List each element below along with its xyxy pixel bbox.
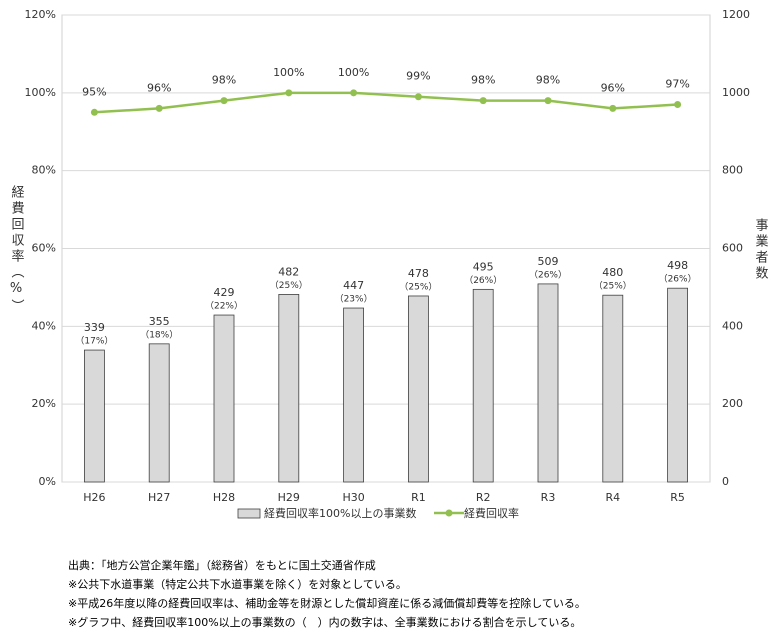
y-tick-label: 100% bbox=[25, 86, 56, 99]
x-tick-label: H30 bbox=[342, 491, 364, 504]
y2-tick-label: 1200 bbox=[722, 8, 750, 21]
x-tick-label: H27 bbox=[148, 491, 170, 504]
x-tick-label: H26 bbox=[83, 491, 105, 504]
legend-swatch bbox=[445, 509, 453, 517]
bar bbox=[213, 314, 235, 483]
x-tick-label: R4 bbox=[605, 491, 620, 504]
line-value-label: 100% bbox=[273, 66, 304, 79]
legend-label: 経費回収率 bbox=[464, 506, 519, 520]
line-value-label: 96% bbox=[601, 81, 625, 94]
line-value-label: 99% bbox=[406, 70, 430, 83]
line-value-label: 98% bbox=[471, 74, 495, 87]
bar bbox=[278, 294, 300, 483]
line-value-label: 100% bbox=[338, 66, 369, 79]
note: 出典：「地方公営企業年鑑」（総務省）をもとに国土交通省作成 bbox=[68, 558, 376, 572]
line-point bbox=[414, 93, 422, 101]
note: ※平成26年度以降の経費回収率は、補助金等を財源とした償却資産に係る減価償却費等… bbox=[68, 596, 586, 610]
bar bbox=[602, 294, 624, 483]
bar-share-label: （25%） bbox=[399, 281, 437, 292]
x-tick-label: R2 bbox=[476, 491, 491, 504]
bar-value-label: 447 bbox=[343, 279, 364, 292]
line bbox=[94, 91, 678, 114]
bar-value-label: 480 bbox=[602, 266, 623, 279]
line-value-label: 96% bbox=[147, 81, 171, 94]
bar-share-label: （26%） bbox=[464, 275, 502, 286]
line-point bbox=[220, 97, 228, 105]
y2-tick-label: 800 bbox=[722, 164, 743, 177]
line-point bbox=[674, 101, 682, 109]
line-value-label: 98% bbox=[212, 74, 236, 87]
x-tick-label: R3 bbox=[541, 491, 556, 504]
y2-tick-label: 200 bbox=[722, 397, 743, 410]
y2-tick-label: 1000 bbox=[722, 86, 750, 99]
bar-value-label: 498 bbox=[667, 259, 688, 272]
y-tick-label: 40% bbox=[32, 319, 56, 332]
x-tick-label: R1 bbox=[411, 491, 426, 504]
y-tick-label: 80% bbox=[32, 164, 56, 177]
line-point bbox=[155, 104, 163, 112]
bar-share-label: （22%） bbox=[205, 301, 243, 312]
line-point bbox=[350, 89, 358, 97]
line-point bbox=[90, 108, 98, 116]
bar-value-label: 509 bbox=[538, 255, 559, 268]
y-tick-label: 20% bbox=[32, 397, 56, 410]
bar-value-label: 478 bbox=[408, 267, 429, 280]
bar-share-label: （26%） bbox=[529, 269, 567, 280]
y2-tick-label: 600 bbox=[722, 242, 743, 255]
y-tick-label: 120% bbox=[25, 8, 56, 21]
bar-share-label: （23%） bbox=[335, 294, 373, 305]
bar bbox=[343, 307, 365, 483]
bar-value-label: 339 bbox=[84, 321, 105, 334]
bar bbox=[148, 343, 170, 483]
bar bbox=[407, 295, 429, 483]
y-axis-label: 経費回収率（%） bbox=[9, 185, 25, 315]
y2-axis-label: 事業者数 bbox=[753, 218, 769, 282]
y-tick-label: 0% bbox=[39, 475, 56, 488]
bar bbox=[472, 288, 494, 483]
x-tick-label: R5 bbox=[670, 491, 685, 504]
line-point bbox=[479, 97, 487, 105]
line-value-label: 97% bbox=[665, 78, 689, 91]
bar-share-label: （17%） bbox=[75, 336, 113, 347]
bar-share-label: （26%） bbox=[659, 274, 697, 285]
y2-tick-label: 0 bbox=[722, 475, 729, 488]
bar bbox=[84, 349, 105, 483]
x-tick-label: H28 bbox=[213, 491, 235, 504]
legend-swatch bbox=[237, 508, 261, 519]
bar-share-label: （25%） bbox=[594, 281, 632, 292]
note: ※グラフ中、経費回収率100%以上の事業数の（ ）内の数字は、全事業数における割… bbox=[68, 615, 581, 629]
y2-tick-label: 400 bbox=[722, 319, 743, 332]
line-point bbox=[285, 89, 293, 97]
x-tick-label: H29 bbox=[278, 491, 300, 504]
line-value-label: 98% bbox=[536, 74, 560, 87]
bar-value-label: 495 bbox=[473, 260, 494, 273]
bar bbox=[537, 283, 559, 483]
bar-value-label: 429 bbox=[214, 286, 235, 299]
note: ※公共下水道事業（特定公共下水道事業を除く）を対象としている。 bbox=[68, 577, 407, 591]
bar-share-label: （25%） bbox=[270, 280, 308, 291]
y-tick-label: 60% bbox=[32, 242, 56, 255]
bar bbox=[667, 287, 688, 483]
legend-label: 経費回収率100%以上の事業数 bbox=[264, 506, 416, 520]
bar-share-label: （18%） bbox=[140, 329, 178, 340]
line-point bbox=[544, 97, 552, 105]
bar-value-label: 355 bbox=[149, 315, 170, 328]
bar-value-label: 482 bbox=[278, 265, 299, 278]
line-point bbox=[609, 104, 617, 112]
line-value-label: 95% bbox=[82, 85, 106, 98]
